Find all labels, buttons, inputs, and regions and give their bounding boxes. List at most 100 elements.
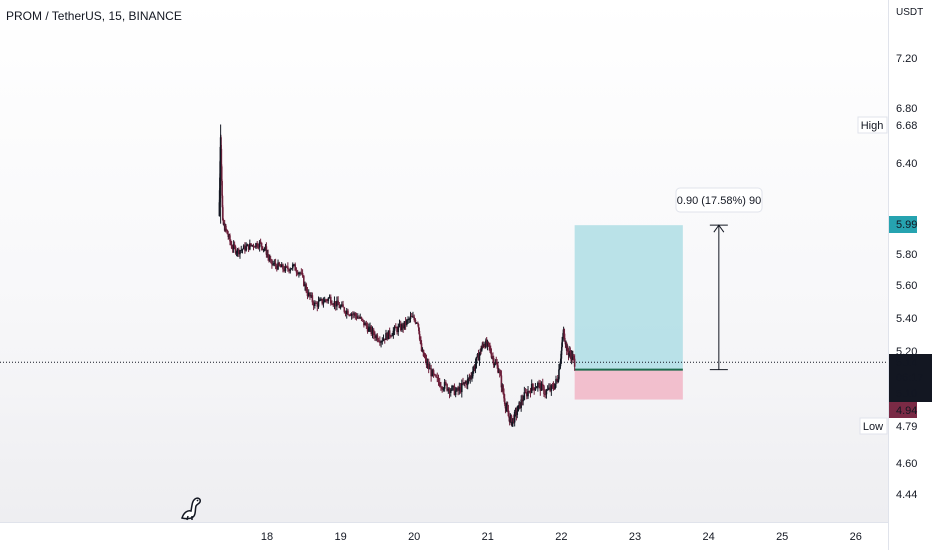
candle-body [456,388,458,391]
candle-body [564,341,567,345]
candle-body [435,375,437,378]
candle-body [232,244,235,249]
target-price-tag[interactable] [889,216,917,233]
candle-body [230,244,233,249]
candle-body [434,374,436,376]
low-value: 4.79 [896,421,917,433]
currency-unit-label: USDT [896,7,924,18]
candle-body [466,378,469,386]
candle-body [504,404,507,409]
position-label-box[interactable] [675,187,763,213]
price-tick-label: 6.40 [896,158,917,170]
candle-body [522,399,524,402]
candle-body [218,190,221,203]
candle-body [220,166,223,182]
candle-body [370,326,373,334]
candle-body [239,250,241,255]
stop-price-text: 4.94 [896,405,917,417]
candle-body [345,310,348,314]
candle-body [317,301,320,307]
current-price-tag[interactable] [889,354,932,402]
candle-body [549,387,551,391]
candle-body [353,313,355,315]
candle-body [409,315,412,319]
candle-body [249,243,251,250]
candle-body [376,335,379,341]
candle-body [446,384,448,391]
candle-body [424,357,427,359]
time-axis[interactable] [0,522,888,551]
candle-body [257,246,260,248]
candle-body [485,340,487,348]
candle-body [476,354,479,357]
candle-body [418,327,420,334]
candle-body [468,378,471,380]
candle-body [218,202,221,217]
candle-body [440,386,442,388]
candle-body [533,387,535,391]
candle-body [222,207,224,220]
time-tick-label: 24 [702,531,714,543]
candle-body [298,272,300,275]
candle-body [279,265,282,268]
candle-body [276,265,278,270]
candle-body [546,389,549,391]
candle-body [277,262,279,270]
candle-body [323,299,326,303]
candle-body [231,248,234,250]
candle-body [569,350,572,355]
candle-body [449,390,452,393]
candle-body [229,235,231,242]
candle-body [290,268,293,270]
candle-body [385,333,387,340]
profit-zone[interactable] [574,225,683,370]
time-tick-label: 26 [850,531,862,543]
target-price-text: 5.99 [896,219,917,231]
candle-body [486,342,489,346]
candle-body [573,358,576,367]
candle-body [354,313,357,316]
candle-body [329,296,332,304]
candle-body [262,248,265,250]
candle-body [458,387,461,391]
candle-body [266,254,269,256]
candle-body [285,266,288,268]
candle-body [225,225,227,230]
candle-body [420,343,423,351]
candle-body [447,388,450,391]
candle-body [526,392,528,397]
candle-body [418,333,421,340]
candle-body [363,320,365,326]
candle-body [227,234,230,237]
dinosaur-logo-icon[interactable] [178,494,206,522]
candle-body [222,219,225,225]
candle-body [492,357,494,359]
candle-body [485,340,488,346]
price-axis[interactable] [888,0,932,550]
candle-body [459,387,462,393]
candle-body [280,264,283,268]
candle-body [344,311,347,314]
candle-body [509,416,512,423]
time-tick-label: 20 [408,531,420,543]
candle-body [288,269,290,272]
candle-body [562,332,565,339]
candle-body [369,326,371,328]
candle-body [406,319,408,326]
candle-body [397,326,400,333]
candle-body [404,321,407,326]
candle-body [534,388,537,391]
candle-body [320,298,322,300]
candle-body [432,370,435,375]
candle-body [395,326,397,329]
candle-body [484,344,486,348]
chart-pane[interactable] [0,0,888,522]
stop-loss-zone[interactable] [574,369,683,400]
candle-body [457,388,459,391]
low-label: Low [863,421,883,433]
candle-body [368,327,370,332]
candle-body [348,314,350,316]
symbol-title[interactable]: PROM / TetherUS, 15, BINANCE [6,9,182,23]
stop-price-tag[interactable] [889,402,917,418]
